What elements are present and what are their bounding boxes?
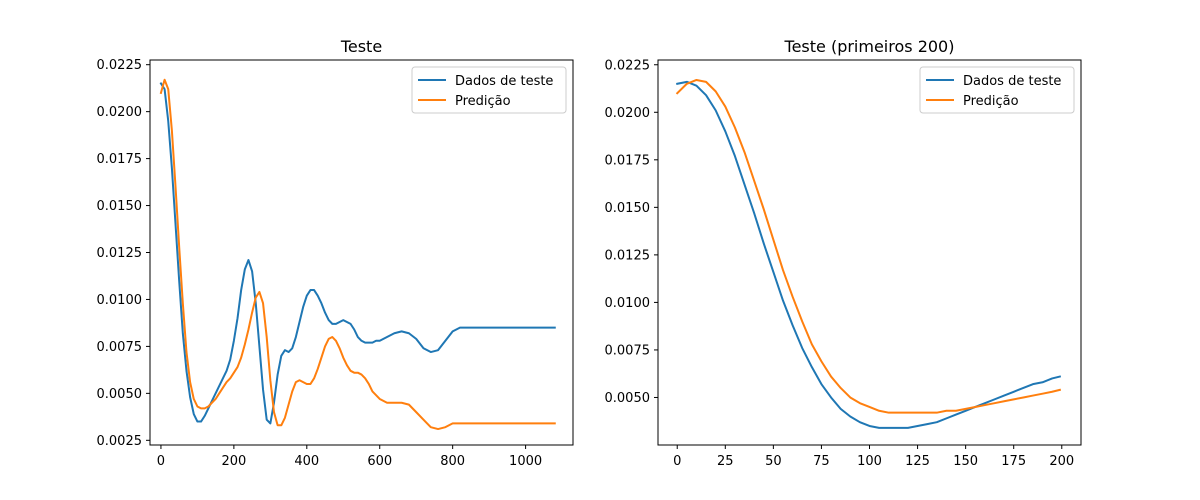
y-tick-label: 0.0150: [97, 199, 143, 214]
x-tick-label: 75: [813, 454, 830, 469]
y-tick-label: 0.0075: [97, 340, 143, 355]
legend: Dados de teste Predição: [411, 66, 567, 114]
y-tick-label: 0.0025: [97, 434, 143, 449]
y-tick-label: 0.0125: [97, 246, 143, 261]
y-tick-label: 0.0125: [605, 248, 651, 263]
x-tick-label: 200: [1049, 454, 1074, 469]
legend: Dados de teste Predição: [919, 66, 1075, 114]
x-tick-label: 25: [717, 454, 734, 469]
x-tick-label: 100: [857, 454, 882, 469]
chart-1: 0 200 400 600 800 1000 0.0025 0.0050 0.0075 0.010…: [97, 37, 574, 469]
y-tick-label: 0.0175: [605, 153, 651, 168]
y-tick-label: 0.0200: [97, 105, 143, 120]
series-line-dados-de-teste: [159, 82, 556, 425]
x-tick-label: 800: [440, 454, 465, 469]
legend-label: Predição: [963, 94, 1019, 109]
y-tick-label: 0.0050: [605, 391, 651, 406]
legend-box: [919, 66, 1075, 114]
x-tick-label: 600: [367, 454, 392, 469]
x-tick-label: 175: [1001, 454, 1026, 469]
series-line-predicao: [675, 78, 1062, 414]
legend-label: Predição: [455, 94, 511, 109]
y-tick-label: 0.0075: [605, 343, 651, 358]
y-tick-label: 0.0150: [605, 201, 651, 216]
y-tick-label: 0.0175: [97, 152, 143, 167]
legend-box: [411, 66, 567, 114]
x-tick-label: 400: [294, 454, 319, 469]
x-tick-label: 200: [221, 454, 246, 469]
legend-label: Dados de teste: [963, 74, 1061, 89]
y-tick-label: 0.0225: [97, 58, 143, 73]
x-tick-label: 125: [905, 454, 930, 469]
series-line-predicao: [159, 78, 556, 431]
chart-title: Teste (primeiros 200): [784, 37, 955, 56]
x-tick-label: 1000: [509, 454, 542, 469]
legend-label: Dados de teste: [455, 74, 553, 89]
y-tick-label: 0.0050: [97, 387, 143, 402]
x-tick-label: 0: [157, 454, 165, 469]
chart-2: 0 25 50 75 100 125 150 175 200 0.0050 0.0075 0.0100…: [605, 37, 1082, 469]
y-tick-label: 0.0100: [605, 296, 651, 311]
y-tick-label: 0.0225: [605, 58, 651, 73]
chart-title: Teste: [340, 37, 382, 56]
x-tick-label: 0: [673, 454, 681, 469]
y-tick-label: 0.0200: [605, 106, 651, 121]
series-line-dados-de-teste: [676, 80, 1062, 429]
x-tick-label: 150: [953, 454, 978, 469]
y-tick-label: 0.0100: [97, 293, 143, 308]
x-tick-label: 50: [765, 454, 782, 469]
